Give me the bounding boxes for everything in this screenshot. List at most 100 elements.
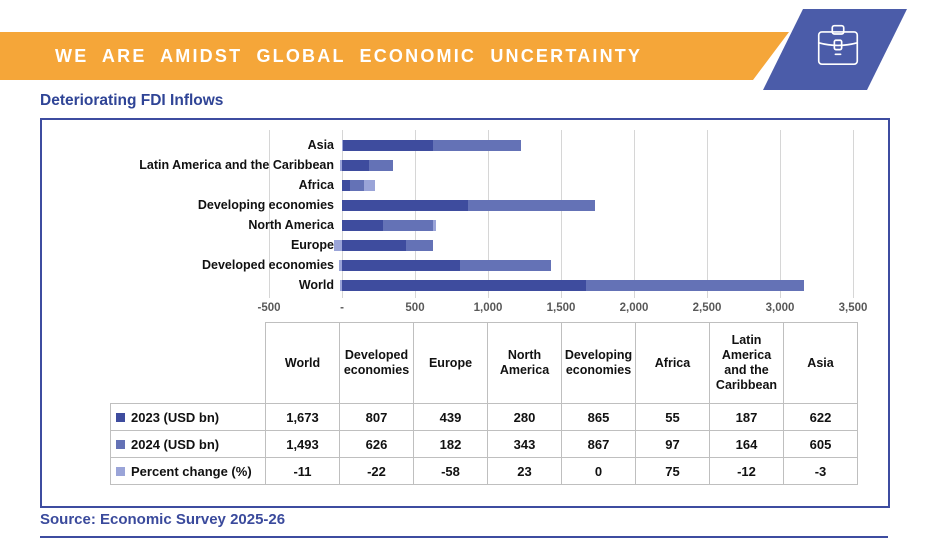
- x-tick-label: -: [340, 302, 344, 314]
- gridline: [853, 130, 854, 298]
- bar-segment: [340, 160, 342, 171]
- value-cell: 343: [487, 430, 562, 458]
- source-note: Source: Economic Survey 2025-26: [40, 511, 286, 528]
- value-cell: -3: [783, 457, 858, 485]
- column-header: North America: [487, 322, 562, 404]
- header-banner: WE ARE AMIDST GLOBAL ECONOMIC UNCERTAINT…: [0, 32, 789, 80]
- bar-segment: [342, 200, 469, 211]
- value-cell: -11: [265, 457, 340, 485]
- x-tick-label: 1,000: [473, 302, 503, 314]
- gridline: [561, 130, 562, 298]
- category-label: Latin America and the Caribbean: [139, 158, 334, 172]
- legend-marker-icon: [116, 467, 125, 476]
- value-cell: -12: [709, 457, 784, 485]
- briefcase-icon: [807, 22, 863, 77]
- bar-segment: [432, 140, 522, 151]
- value-cell: 1,493: [265, 430, 340, 458]
- value-cell: 182: [413, 430, 488, 458]
- value-cell: 867: [561, 430, 636, 458]
- bottom-divider: [40, 536, 888, 538]
- table-row: 2023 (USD bn) 1,673 807 439 280 865 55 187 622: [110, 403, 858, 431]
- table-row: Percent change (%) -11 -22 -58 23 0 75 -12 -3: [110, 457, 858, 485]
- bar-segment: [406, 240, 433, 251]
- value-cell: 280: [487, 403, 562, 431]
- category-label: World: [298, 278, 334, 292]
- gridline: [707, 130, 708, 298]
- x-tick-label: -500: [257, 302, 281, 314]
- value-cell: 605: [783, 430, 858, 458]
- bar-segment: [364, 180, 376, 191]
- value-cell: 626: [339, 430, 414, 458]
- bar-segment: [342, 240, 407, 251]
- column-header: Europe: [413, 322, 488, 404]
- x-tick-label: 2,000: [619, 302, 649, 314]
- x-tick-label: 1,500: [546, 302, 576, 314]
- fdi-table-wrap: World Developed economies Europe North Amer…: [110, 322, 858, 485]
- page-title: WE ARE AMIDST GLOBAL ECONOMIC UNCERTAINT…: [55, 45, 643, 66]
- bar-segment: [459, 260, 552, 271]
- column-header: Africa: [635, 322, 710, 404]
- value-cell: -58: [413, 457, 488, 485]
- value-cell: 622: [783, 403, 858, 431]
- category-label: Developed economies: [202, 258, 334, 272]
- gridline: [342, 130, 343, 298]
- category-label: Europe: [290, 238, 334, 252]
- bar-segment: [350, 180, 365, 191]
- chart-panel: -500-500 1,000 1,500 2,000 2,500 3,000 3,500 As…: [40, 118, 890, 508]
- corner-cell: [111, 323, 266, 404]
- category-label: Asia: [307, 138, 334, 152]
- fdi-table: World Developed economies Europe North Amer…: [110, 322, 858, 485]
- bar-segment: [342, 220, 383, 231]
- bar-segment: [342, 160, 370, 171]
- value-cell: 55: [635, 403, 710, 431]
- x-tick-label: 2,500: [692, 302, 722, 314]
- gridline: [634, 130, 635, 298]
- bar-segment: [382, 220, 433, 231]
- value-cell: 23: [487, 457, 562, 485]
- header-badge: [763, 9, 907, 90]
- value-cell: 807: [339, 403, 414, 431]
- value-cell: 0: [561, 457, 636, 485]
- column-header: Developing economies: [561, 322, 636, 404]
- gridline: [488, 130, 489, 298]
- row-label: Percent change (%): [110, 457, 266, 485]
- bar-segment: [369, 160, 394, 171]
- gridline: [415, 130, 416, 298]
- bar-segment: [338, 260, 342, 271]
- column-header: Latin America and the Caribbean: [709, 322, 784, 404]
- bar-segment: [342, 260, 460, 271]
- value-cell: -22: [339, 457, 414, 485]
- chart-title: Deteriorating FDI Inflows: [40, 92, 224, 109]
- value-cell: 97: [635, 430, 710, 458]
- column-header: Developed economies: [339, 322, 414, 404]
- row-label: 2023 (USD bn): [110, 403, 266, 431]
- column-header: World: [265, 322, 340, 404]
- x-tick-label: 3,000: [765, 302, 795, 314]
- category-label: Developing economies: [197, 198, 334, 212]
- legend-marker-icon: [116, 413, 125, 422]
- value-cell: 187: [709, 403, 784, 431]
- bar-segment: [586, 280, 805, 291]
- bar-segment: [342, 140, 433, 151]
- value-cell: 439: [413, 403, 488, 431]
- x-tick-label: 500: [405, 302, 425, 314]
- bar-segment: [342, 180, 351, 191]
- x-tick-label: 3,500: [838, 302, 868, 314]
- gridline: [269, 130, 270, 298]
- bar-segment: [432, 220, 437, 231]
- value-cell: 865: [561, 403, 636, 431]
- bar-segment: [340, 280, 342, 291]
- bar-segment: [341, 140, 343, 151]
- column-header: Asia: [783, 322, 858, 404]
- gridline: [780, 130, 781, 298]
- bar-segment: [333, 240, 342, 251]
- table-row: 2024 (USD bn) 1,493 626 182 343 867 97 164 605: [110, 430, 858, 458]
- value-cell: 75: [635, 457, 710, 485]
- legend-marker-icon: [116, 440, 125, 449]
- bar-chart-plot: -500-500 1,000 1,500 2,000 2,500 3,000 3,500 As…: [42, 124, 888, 324]
- bar-segment: [468, 200, 595, 211]
- bar-segment: [342, 280, 587, 291]
- category-label: North America: [248, 218, 334, 232]
- row-label: 2024 (USD bn): [110, 430, 266, 458]
